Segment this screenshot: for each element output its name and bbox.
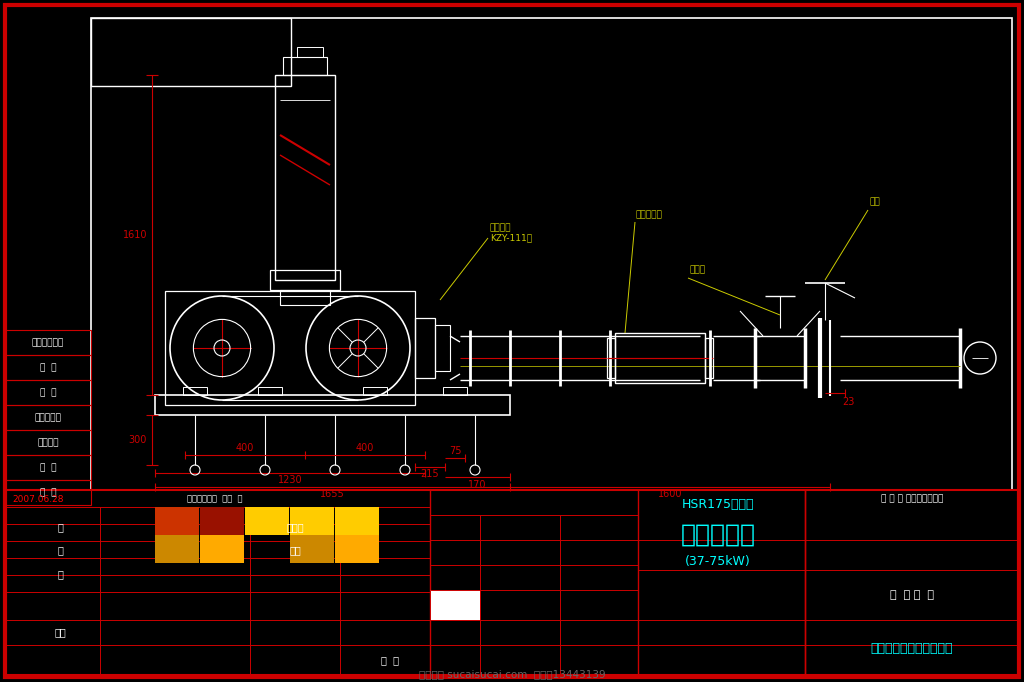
Text: 1230: 1230 bbox=[278, 475, 302, 485]
Text: 共  张 第  张: 共 张 第 张 bbox=[890, 590, 934, 600]
Bar bbox=[435, 325, 450, 371]
Bar bbox=[5, 480, 91, 505]
Bar bbox=[165, 291, 415, 405]
Bar bbox=[362, 387, 387, 395]
Bar bbox=[615, 333, 705, 383]
Bar bbox=[430, 590, 480, 620]
Bar bbox=[290, 507, 334, 535]
Text: 2007.06.28: 2007.06.28 bbox=[12, 496, 63, 505]
Text: 描  校: 描 校 bbox=[40, 388, 56, 397]
Text: 图: 图 bbox=[57, 545, 62, 555]
Bar bbox=[5, 490, 1019, 675]
Text: 出口消音器: 出口消音器 bbox=[635, 211, 662, 220]
Text: 170: 170 bbox=[468, 480, 486, 490]
Bar bbox=[91, 18, 1012, 490]
Text: 旧底图总号: 旧底图总号 bbox=[35, 413, 61, 422]
Text: 俯通用件登记: 俯通用件登记 bbox=[32, 338, 65, 347]
Text: 签  字: 签 字 bbox=[40, 463, 56, 472]
Bar bbox=[430, 590, 480, 620]
Text: (37-75kW): (37-75kW) bbox=[685, 556, 751, 569]
Text: 1655: 1655 bbox=[319, 489, 344, 499]
Bar bbox=[155, 507, 199, 535]
Text: 工艺: 工艺 bbox=[54, 627, 66, 637]
Bar bbox=[443, 387, 467, 395]
Bar bbox=[705, 338, 713, 378]
Bar bbox=[258, 387, 282, 395]
Bar bbox=[155, 535, 199, 563]
Bar bbox=[183, 387, 207, 395]
Text: 底图总号: 底图总号 bbox=[37, 438, 58, 447]
Bar bbox=[283, 57, 327, 75]
Bar bbox=[155, 395, 510, 415]
Text: 山东海福德机械有限公司: 山东海福德机械有限公司 bbox=[870, 642, 953, 655]
Bar bbox=[275, 75, 335, 280]
Text: 400: 400 bbox=[355, 443, 374, 453]
Bar bbox=[200, 507, 244, 535]
Text: 400: 400 bbox=[236, 443, 254, 453]
Text: 计: 计 bbox=[57, 522, 62, 532]
Text: 75: 75 bbox=[449, 446, 461, 456]
Text: 单向阀: 单向阀 bbox=[690, 265, 707, 274]
Bar bbox=[5, 380, 91, 405]
Bar bbox=[5, 430, 91, 455]
Bar bbox=[415, 318, 435, 378]
Text: 沁数改文件第  字日  期: 沁数改文件第 字日 期 bbox=[187, 494, 243, 503]
Text: 1610: 1610 bbox=[123, 230, 147, 240]
Bar bbox=[200, 535, 244, 563]
Bar bbox=[270, 270, 340, 290]
Text: 蝶阀: 蝶阀 bbox=[870, 198, 881, 207]
Text: 审定: 审定 bbox=[289, 545, 301, 555]
Text: HSR175型带联: HSR175型带联 bbox=[682, 499, 755, 512]
Bar bbox=[335, 535, 379, 563]
Bar bbox=[91, 18, 291, 86]
Text: 弹性换头: 弹性换头 bbox=[490, 224, 512, 233]
Text: 核: 核 bbox=[57, 569, 62, 579]
Text: 1600: 1600 bbox=[657, 489, 682, 499]
Text: 图 样 标 记数量重量比例: 图 样 标 记数量重量比例 bbox=[881, 494, 943, 503]
Bar bbox=[280, 290, 330, 305]
Bar bbox=[290, 535, 334, 563]
Text: 215: 215 bbox=[421, 469, 439, 479]
Text: 日  期: 日 期 bbox=[381, 655, 399, 665]
Bar bbox=[245, 507, 289, 535]
Bar bbox=[335, 507, 379, 535]
Bar bbox=[607, 338, 615, 378]
Bar bbox=[5, 355, 91, 380]
Text: 日  期: 日 期 bbox=[40, 488, 56, 497]
Bar bbox=[5, 455, 91, 480]
Bar bbox=[5, 330, 91, 355]
Text: 安装示意图: 安装示意图 bbox=[681, 523, 756, 547]
Text: 素材天下 sucaisucai.com  编号：13443139: 素材天下 sucaisucai.com 编号：13443139 bbox=[419, 669, 605, 679]
Text: KZY-111型: KZY-111型 bbox=[490, 233, 532, 243]
Text: 23: 23 bbox=[842, 397, 854, 407]
Text: 300: 300 bbox=[129, 435, 147, 445]
Text: 标准化: 标准化 bbox=[286, 522, 304, 532]
Text: 描  图: 描 图 bbox=[40, 363, 56, 372]
Bar bbox=[297, 47, 323, 57]
Bar bbox=[5, 405, 91, 430]
